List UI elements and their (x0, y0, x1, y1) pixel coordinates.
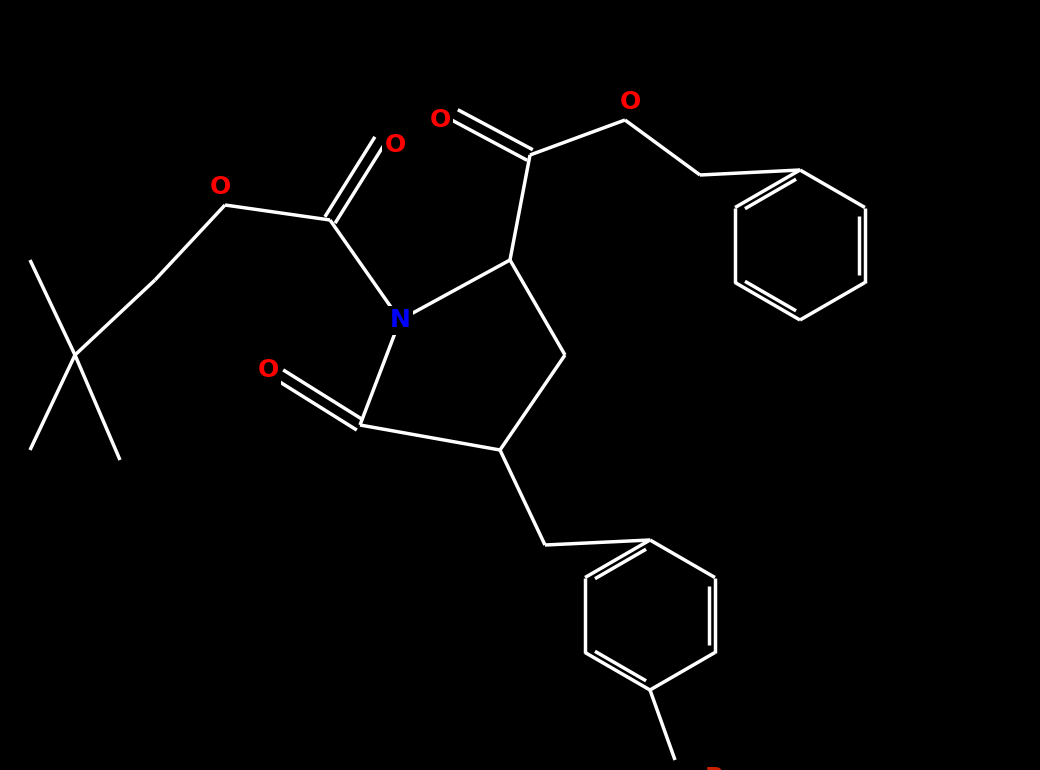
Text: O: O (620, 90, 641, 114)
Text: O: O (257, 358, 279, 382)
Text: O: O (385, 133, 406, 157)
Text: N: N (390, 308, 411, 332)
Text: O: O (209, 175, 231, 199)
Text: O: O (430, 108, 450, 132)
Text: Br: Br (705, 766, 736, 770)
